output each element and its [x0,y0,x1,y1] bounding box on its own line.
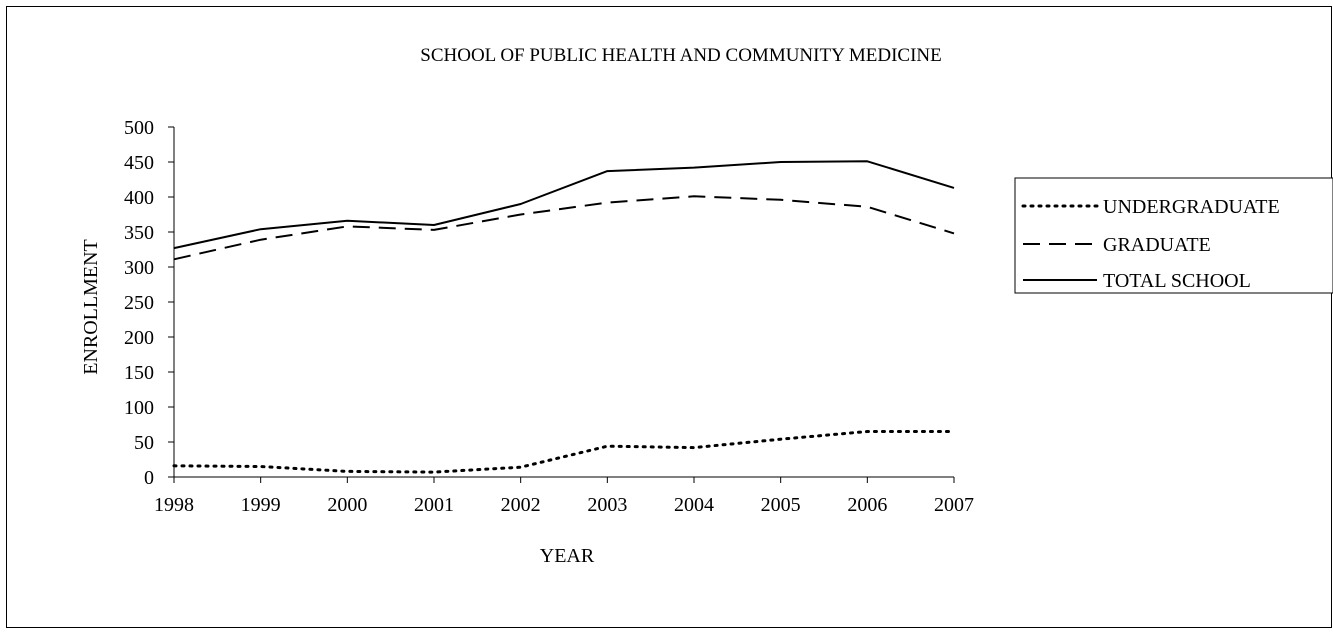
x-tick-label: 2000 [327,494,367,516]
x-tick-label: 2001 [414,494,454,516]
y-tick-label: 0 [144,467,154,489]
series-line-total-school [173,160,955,250]
y-tick-label: 300 [124,257,154,279]
series-line-graduate [173,195,955,261]
series-line-undergraduate [172,430,956,474]
y-tick-label: 500 [124,117,154,139]
y-tick-label: 200 [124,327,154,349]
plot-area [172,160,956,474]
y-tick-label: 150 [124,362,154,384]
legend-label: TOTAL SCHOOL [1103,270,1251,292]
x-tick-label: 2005 [761,494,801,516]
y-tick-label: 100 [124,397,154,419]
chart-title: SCHOOL OF PUBLIC HEALTH AND COMMUNITY ME… [420,45,941,66]
x-tick-label: 1998 [154,494,194,516]
legend-box [1014,177,1333,294]
y-tick-label: 400 [124,187,154,209]
y-axis-label: ENROLLMENT [80,239,102,375]
enrollment-line-chart: SCHOOL OF PUBLIC HEALTH AND COMMUNITY ME… [80,45,1333,567]
x-tick-label: 2002 [501,494,541,516]
x-axis-label: YEAR [540,545,595,567]
x-tick-label: 1999 [241,494,281,516]
y-tick-label: 450 [124,152,154,174]
y-axis: 0 50 100 150 200 250 300 350 400 450 500 [124,117,175,489]
x-tick-label: 2003 [587,494,627,516]
y-tick-label: 350 [124,222,154,244]
x-axis: 1998 1999 2000 2001 2002 2003 2004 2005 2006 2007 [154,476,974,516]
y-tick-label: 250 [124,292,154,314]
y-tick-label: 50 [134,432,154,454]
legend-label: GRADUATE [1103,234,1211,256]
x-tick-label: 2004 [674,494,714,516]
legend: UNDERGRADUATE GRADUATE TOTAL SCHOOL [1014,177,1333,294]
x-tick-label: 2006 [847,494,887,516]
legend-label: UNDERGRADUATE [1103,196,1280,218]
chart-frame: SCHOOL OF PUBLIC HEALTH AND COMMUNITY ME… [6,6,1333,628]
x-tick-label: 2007 [934,494,974,516]
